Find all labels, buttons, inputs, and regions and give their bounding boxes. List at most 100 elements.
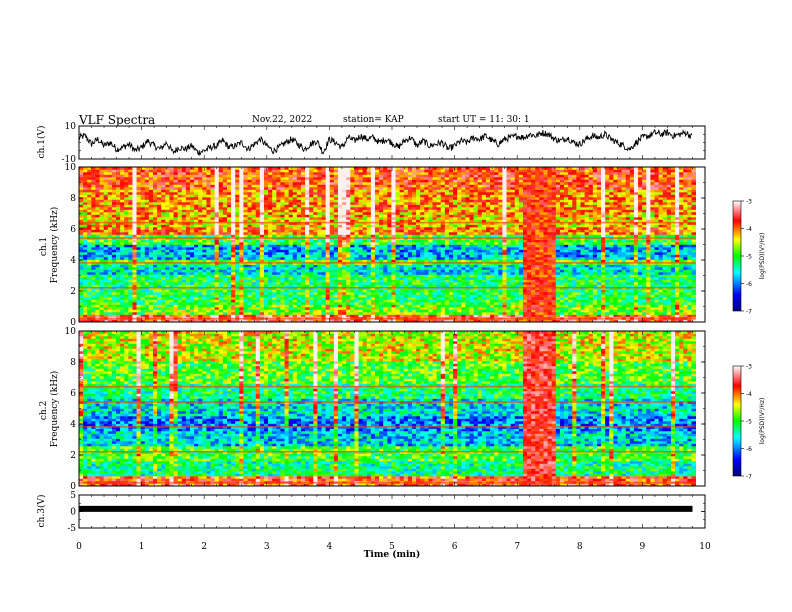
- spectrogram-cell: [374, 167, 380, 170]
- spectrogram-cell: [292, 272, 298, 275]
- spectrogram-cell: [152, 177, 158, 180]
- spectrogram-cell: [247, 194, 253, 198]
- spectrogram-cell: [120, 259, 125, 263]
- spectrogram-cell: [383, 182, 388, 185]
- spectrogram-cell: [144, 202, 150, 205]
- spectrogram-cell: [185, 239, 191, 243]
- spectrogram-cell: [272, 167, 277, 170]
- spectrogram-cell: [181, 294, 187, 298]
- spectrogram-cell: [231, 184, 236, 188]
- spectrogram-cell: [292, 199, 298, 203]
- spectrogram-cell: [354, 172, 359, 175]
- spectrogram-cell: [313, 269, 318, 273]
- spectrogram-cell: [231, 187, 236, 190]
- spectrogram-cell: [194, 282, 199, 285]
- spectrogram-cell: [399, 284, 405, 288]
- spectrogram-cell: [374, 267, 380, 270]
- spectrogram-cell: [140, 232, 146, 235]
- spectrogram-cell: [214, 187, 220, 190]
- spectrogram-cell: [136, 227, 142, 230]
- spectrogram-cell: [206, 249, 211, 253]
- spectrogram-cell: [148, 254, 154, 258]
- spectrogram-cell: [325, 212, 331, 215]
- spectrogram-cell: [276, 284, 281, 288]
- spectrogram-cell: [399, 279, 405, 283]
- spectrogram-cell: [198, 189, 203, 193]
- spectrogram-cell: [120, 187, 125, 190]
- spectrogram-cell: [144, 269, 150, 273]
- spectrogram-cell: [247, 259, 253, 263]
- spectrogram-cell: [83, 174, 88, 178]
- spectrogram-cell: [202, 319, 207, 323]
- spectrogram-cell: [120, 272, 125, 275]
- spectrogram-cell: [354, 272, 359, 275]
- spectrogram-cell: [218, 197, 224, 200]
- spectrogram-cell: [165, 242, 170, 245]
- spectrogram-cell: [280, 267, 285, 270]
- spectrogram-cell: [99, 272, 105, 275]
- spectrogram-cell: [231, 292, 236, 295]
- spectrogram-cell: [358, 184, 364, 188]
- spectrogram-cell: [342, 294, 347, 298]
- spectrogram-cell: [136, 244, 142, 248]
- spectrogram-cell: [99, 209, 105, 213]
- spectrogram-cell: [136, 304, 142, 308]
- spectrogram-cell: [268, 192, 273, 195]
- spectrogram-cell: [317, 307, 322, 310]
- spectrogram-cell: [226, 264, 232, 268]
- spectrogram-cell: [198, 167, 203, 170]
- spectrogram-cell: [210, 244, 216, 248]
- spectrogram-cell: [222, 167, 228, 170]
- spectrogram-cell: [210, 252, 216, 255]
- spectrogram-cell: [218, 239, 224, 243]
- spectrogram-cell: [148, 189, 154, 193]
- spectrogram-cell: [272, 207, 277, 210]
- spectrogram-cell: [87, 169, 92, 173]
- spectrogram-cell: [350, 249, 355, 253]
- spectrogram-cell: [202, 304, 207, 308]
- spectrogram-cell: [309, 312, 314, 315]
- spectrogram-cell: [103, 299, 109, 303]
- spectrogram-cell: [346, 309, 351, 313]
- spectrogram-cell: [128, 282, 133, 285]
- spectrogram-cell: [280, 242, 285, 245]
- spectrogram-cell: [251, 302, 257, 305]
- spectrogram-cell: [161, 192, 166, 195]
- spectrogram-cell: [309, 187, 314, 190]
- spectrogram-cell: [292, 267, 298, 270]
- spectrogram-cell: [317, 312, 322, 315]
- spectrogram-cell: [202, 302, 207, 305]
- spectrogram-cell: [263, 197, 269, 200]
- spectrogram-cell: [395, 209, 401, 213]
- spectrogram-cell: [210, 209, 216, 213]
- spectrogram-cell: [329, 239, 335, 243]
- spectrogram-cell: [140, 177, 146, 180]
- spectrogram-cell: [91, 189, 96, 193]
- spectrogram-cell: [198, 239, 203, 243]
- spectrogram-cell: [350, 257, 355, 260]
- spectrogram-cell: [292, 269, 298, 273]
- spectrogram-cell: [333, 244, 339, 248]
- spectrogram-cell: [379, 199, 384, 203]
- spectrogram-cell: [325, 294, 331, 298]
- spectrogram-cell: [342, 207, 347, 210]
- spectrogram-cell: [99, 254, 105, 258]
- spectrogram-cell: [391, 209, 396, 213]
- spectrogram-cell: [91, 177, 96, 180]
- spectrogram-cell: [214, 207, 220, 210]
- spectrogram-cell: [173, 297, 179, 300]
- spectrogram-cell: [395, 199, 401, 203]
- spectrogram-cell: [165, 174, 170, 178]
- spectrogram-cell: [161, 204, 166, 208]
- spectrogram-cell: [276, 302, 281, 305]
- spectrogram-cell: [231, 252, 236, 255]
- spectrogram-cell: [379, 267, 384, 270]
- spectrogram-cell: [243, 189, 248, 193]
- spectrogram-cell: [284, 177, 290, 180]
- spectrogram-cell: [379, 214, 384, 218]
- spectrogram-cell: [387, 304, 392, 308]
- spectrogram-cell: [383, 167, 388, 170]
- spectrogram-cell: [342, 282, 347, 285]
- spectrogram-cell: [194, 197, 199, 200]
- spectrogram-cell: [128, 182, 133, 185]
